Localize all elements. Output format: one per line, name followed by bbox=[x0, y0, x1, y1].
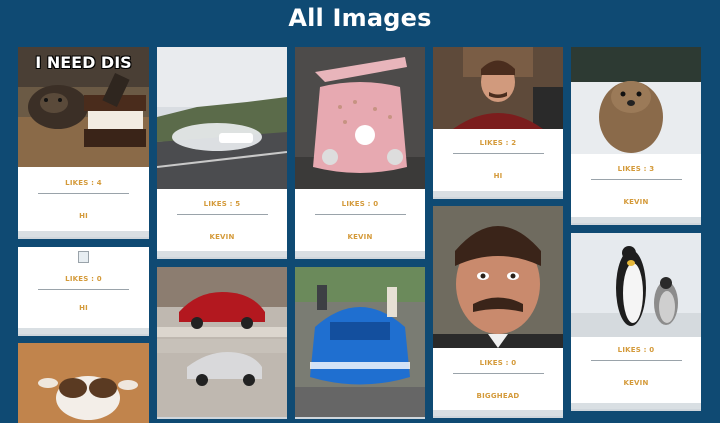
card-footer bbox=[157, 251, 287, 257]
likes-count: LIKES : 5 bbox=[203, 200, 241, 208]
divider bbox=[452, 153, 544, 154]
likes-count: LIKES : 2 bbox=[479, 139, 517, 147]
username: KEVIN bbox=[623, 379, 649, 387]
username: KEVIN bbox=[623, 198, 649, 206]
card-footer bbox=[18, 231, 149, 237]
divider bbox=[37, 289, 130, 290]
quokka-image[interactable] bbox=[571, 47, 701, 154]
username: BIGGHEAD bbox=[476, 392, 520, 400]
card-footer bbox=[295, 251, 425, 257]
image-card-gendarmerie[interactable] bbox=[295, 267, 425, 417]
divider bbox=[37, 193, 130, 194]
card-footer bbox=[571, 403, 701, 409]
card-footer bbox=[433, 191, 563, 197]
image-card-supercars[interactable] bbox=[157, 267, 287, 417]
divider bbox=[452, 373, 544, 374]
page-title: All Images bbox=[288, 4, 432, 32]
card-footer bbox=[571, 217, 701, 223]
likes-count: LIKES : 0 bbox=[341, 200, 379, 208]
card-footer bbox=[433, 410, 563, 416]
likes-count: LIKES : 0 bbox=[65, 275, 102, 283]
username: HI bbox=[79, 212, 88, 220]
likes-count: LIKES : 0 bbox=[479, 359, 517, 367]
image-card-ron-portrait[interactable]: LIKES : 0 BIGGHEAD bbox=[433, 206, 563, 416]
image-card-pink-porsche[interactable]: LIKES : 0 KEVIN bbox=[295, 47, 425, 257]
image-card-drift[interactable]: LIKES : 5 KEVIN bbox=[157, 47, 287, 257]
penguins-image[interactable] bbox=[571, 233, 701, 337]
image-card-otter[interactable]: I NEED DIS LIKES : 4 HI bbox=[18, 47, 149, 237]
image-card-penguins[interactable]: LIKES : 0 KEVIN bbox=[571, 233, 701, 409]
image-card-broken[interactable]: LIKES : 0 HI bbox=[18, 247, 149, 334]
drifting-car-image[interactable] bbox=[157, 47, 287, 189]
otter-icecream-image[interactable] bbox=[18, 47, 149, 167]
likes-count: LIKES : 4 bbox=[65, 179, 102, 187]
divider bbox=[176, 214, 268, 215]
username: KEVIN bbox=[347, 233, 373, 241]
gendarmerie-car-image[interactable] bbox=[295, 267, 425, 417]
username: KEVIN bbox=[209, 233, 235, 241]
image-card-quokka[interactable]: LIKES : 3 KEVIN bbox=[571, 47, 701, 223]
supercars-showroom-image[interactable] bbox=[157, 267, 287, 417]
divider bbox=[590, 179, 682, 180]
broken-image-icon[interactable] bbox=[78, 251, 89, 263]
likes-count: LIKES : 3 bbox=[617, 165, 655, 173]
ron-swanson-portrait-image[interactable] bbox=[433, 206, 563, 348]
username: HI bbox=[79, 304, 88, 312]
username: HI bbox=[493, 172, 503, 180]
pink-porsche-image[interactable] bbox=[295, 47, 425, 189]
divider bbox=[314, 214, 406, 215]
likes-count: LIKES : 0 bbox=[617, 346, 655, 354]
ron-swanson-office-image[interactable] bbox=[433, 47, 563, 129]
image-card-ron-office[interactable]: LIKES : 2 HI bbox=[433, 47, 563, 197]
meme-caption: I NEED DIS bbox=[35, 53, 132, 72]
puppy-image[interactable] bbox=[18, 343, 149, 423]
card-footer bbox=[18, 328, 149, 334]
divider bbox=[590, 360, 682, 361]
image-card-puppy[interactable] bbox=[18, 343, 149, 423]
